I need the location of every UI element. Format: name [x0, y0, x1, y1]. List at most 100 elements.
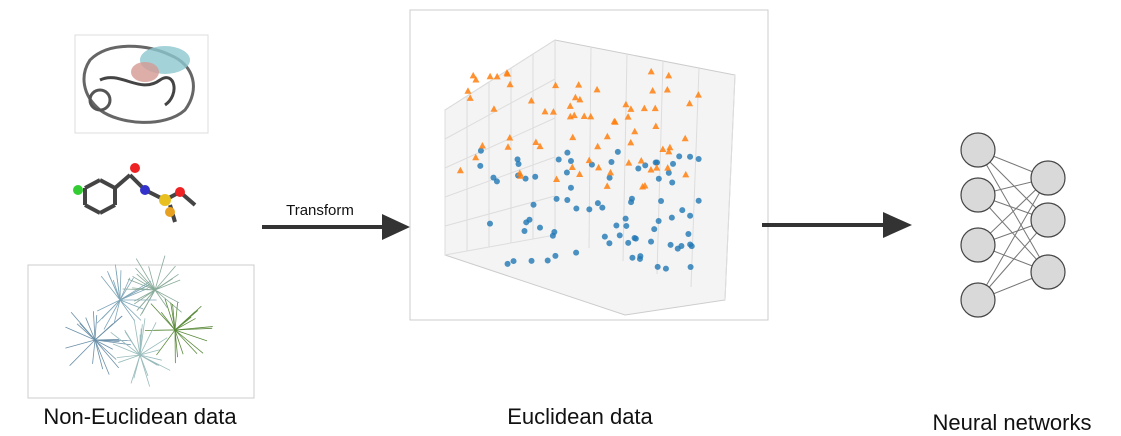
scatter-point — [637, 156, 645, 164]
graph-edge — [114, 264, 121, 301]
graph-edge — [136, 273, 156, 291]
scatter-point — [625, 159, 633, 166]
scatter-point — [662, 265, 669, 272]
graph-edge — [139, 337, 168, 356]
scatter-point — [636, 255, 643, 262]
scatter-point — [585, 156, 593, 164]
arrow-label: Transform — [286, 202, 354, 219]
scatter-point — [568, 163, 576, 170]
graph-edge — [103, 299, 121, 330]
scatter-point — [665, 147, 673, 155]
graph-edge — [92, 311, 96, 341]
scatter-point — [627, 138, 635, 146]
graph-edge — [94, 339, 117, 360]
scatter-point — [647, 67, 655, 75]
scatter-point — [624, 113, 632, 120]
neuron — [960, 132, 996, 168]
scatter-point — [469, 71, 477, 79]
scatter-point — [514, 156, 521, 163]
graph-edge — [174, 326, 213, 331]
scatter-point — [603, 132, 611, 140]
graph-edge — [174, 329, 208, 342]
scatter-point — [588, 161, 595, 168]
scatter-point — [606, 174, 613, 181]
graph-edge — [118, 354, 141, 363]
graph-edge — [119, 270, 122, 301]
scatter-point — [681, 134, 689, 142]
scatter-point — [522, 175, 529, 182]
graph-edge — [85, 317, 96, 341]
scatter-point — [472, 153, 480, 161]
graph-image — [27, 255, 255, 399]
graph-edge — [127, 278, 156, 291]
scatter-point — [567, 184, 574, 191]
scatter-point — [504, 143, 512, 150]
scatter-point — [490, 174, 497, 181]
scatter-point — [564, 196, 571, 203]
scatter-point — [528, 257, 535, 264]
neuron — [960, 177, 996, 213]
scatter-point — [623, 222, 630, 229]
graph-edge — [139, 322, 157, 356]
scatter-point — [486, 220, 493, 227]
scatter-point — [515, 161, 522, 168]
scatter-point — [601, 233, 608, 240]
scatter-point — [695, 156, 702, 163]
scatter-point — [665, 71, 673, 79]
graph-edge — [65, 326, 96, 341]
scatter-point — [549, 232, 556, 239]
graph-edge — [154, 289, 180, 304]
scatter-point — [608, 159, 615, 166]
scatter-point — [659, 145, 667, 153]
scatter-point — [658, 197, 665, 204]
scatter-point — [493, 178, 500, 185]
graph-edge — [76, 323, 96, 341]
scatter-point — [674, 245, 681, 252]
left-label: Non-Euclidean data — [43, 404, 237, 429]
right-label: Neural networks — [933, 410, 1092, 435]
grid-line — [588, 46, 592, 249]
graph-edge — [65, 339, 96, 349]
output-arrow — [762, 212, 912, 238]
grid-line — [444, 78, 556, 140]
graph-edge — [139, 354, 162, 361]
scatter-point — [614, 148, 621, 155]
graph-edge — [133, 354, 141, 379]
scatter-point — [607, 168, 615, 176]
graph-edge — [132, 276, 156, 291]
scatter-point — [586, 206, 593, 213]
scatter-point — [517, 172, 525, 179]
scatter-point — [629, 254, 636, 261]
graph-edge — [139, 354, 158, 366]
graph-edge — [174, 318, 196, 331]
scatter-point — [553, 195, 560, 202]
graph-edge — [164, 298, 176, 331]
graph-edge — [156, 329, 176, 356]
graph-edge — [174, 302, 178, 331]
graph-edge — [133, 319, 141, 356]
scatter-point — [532, 138, 540, 146]
graph-edge — [174, 329, 198, 354]
scatter-point — [575, 81, 583, 88]
scatter-point — [647, 165, 655, 173]
neuron — [1030, 160, 1066, 196]
neuron — [960, 282, 996, 318]
scatter-point — [655, 217, 662, 224]
scatter-point — [651, 226, 658, 233]
scatter-point — [552, 252, 559, 259]
graph-edge — [119, 288, 148, 301]
graph-edge — [174, 310, 199, 331]
graph-edge — [119, 299, 142, 321]
scatter-point — [622, 100, 630, 108]
scatter-point — [669, 179, 676, 186]
scatter-point — [687, 241, 694, 248]
graph-edge — [122, 288, 156, 291]
scatter-point — [627, 105, 635, 112]
scatter-point — [639, 182, 647, 190]
scatter-point — [628, 195, 635, 202]
graph-edge — [108, 273, 121, 301]
molecule-image — [73, 163, 197, 223]
scatter-point — [651, 104, 659, 112]
scatter-point — [649, 87, 657, 94]
scatter-point — [599, 204, 606, 211]
